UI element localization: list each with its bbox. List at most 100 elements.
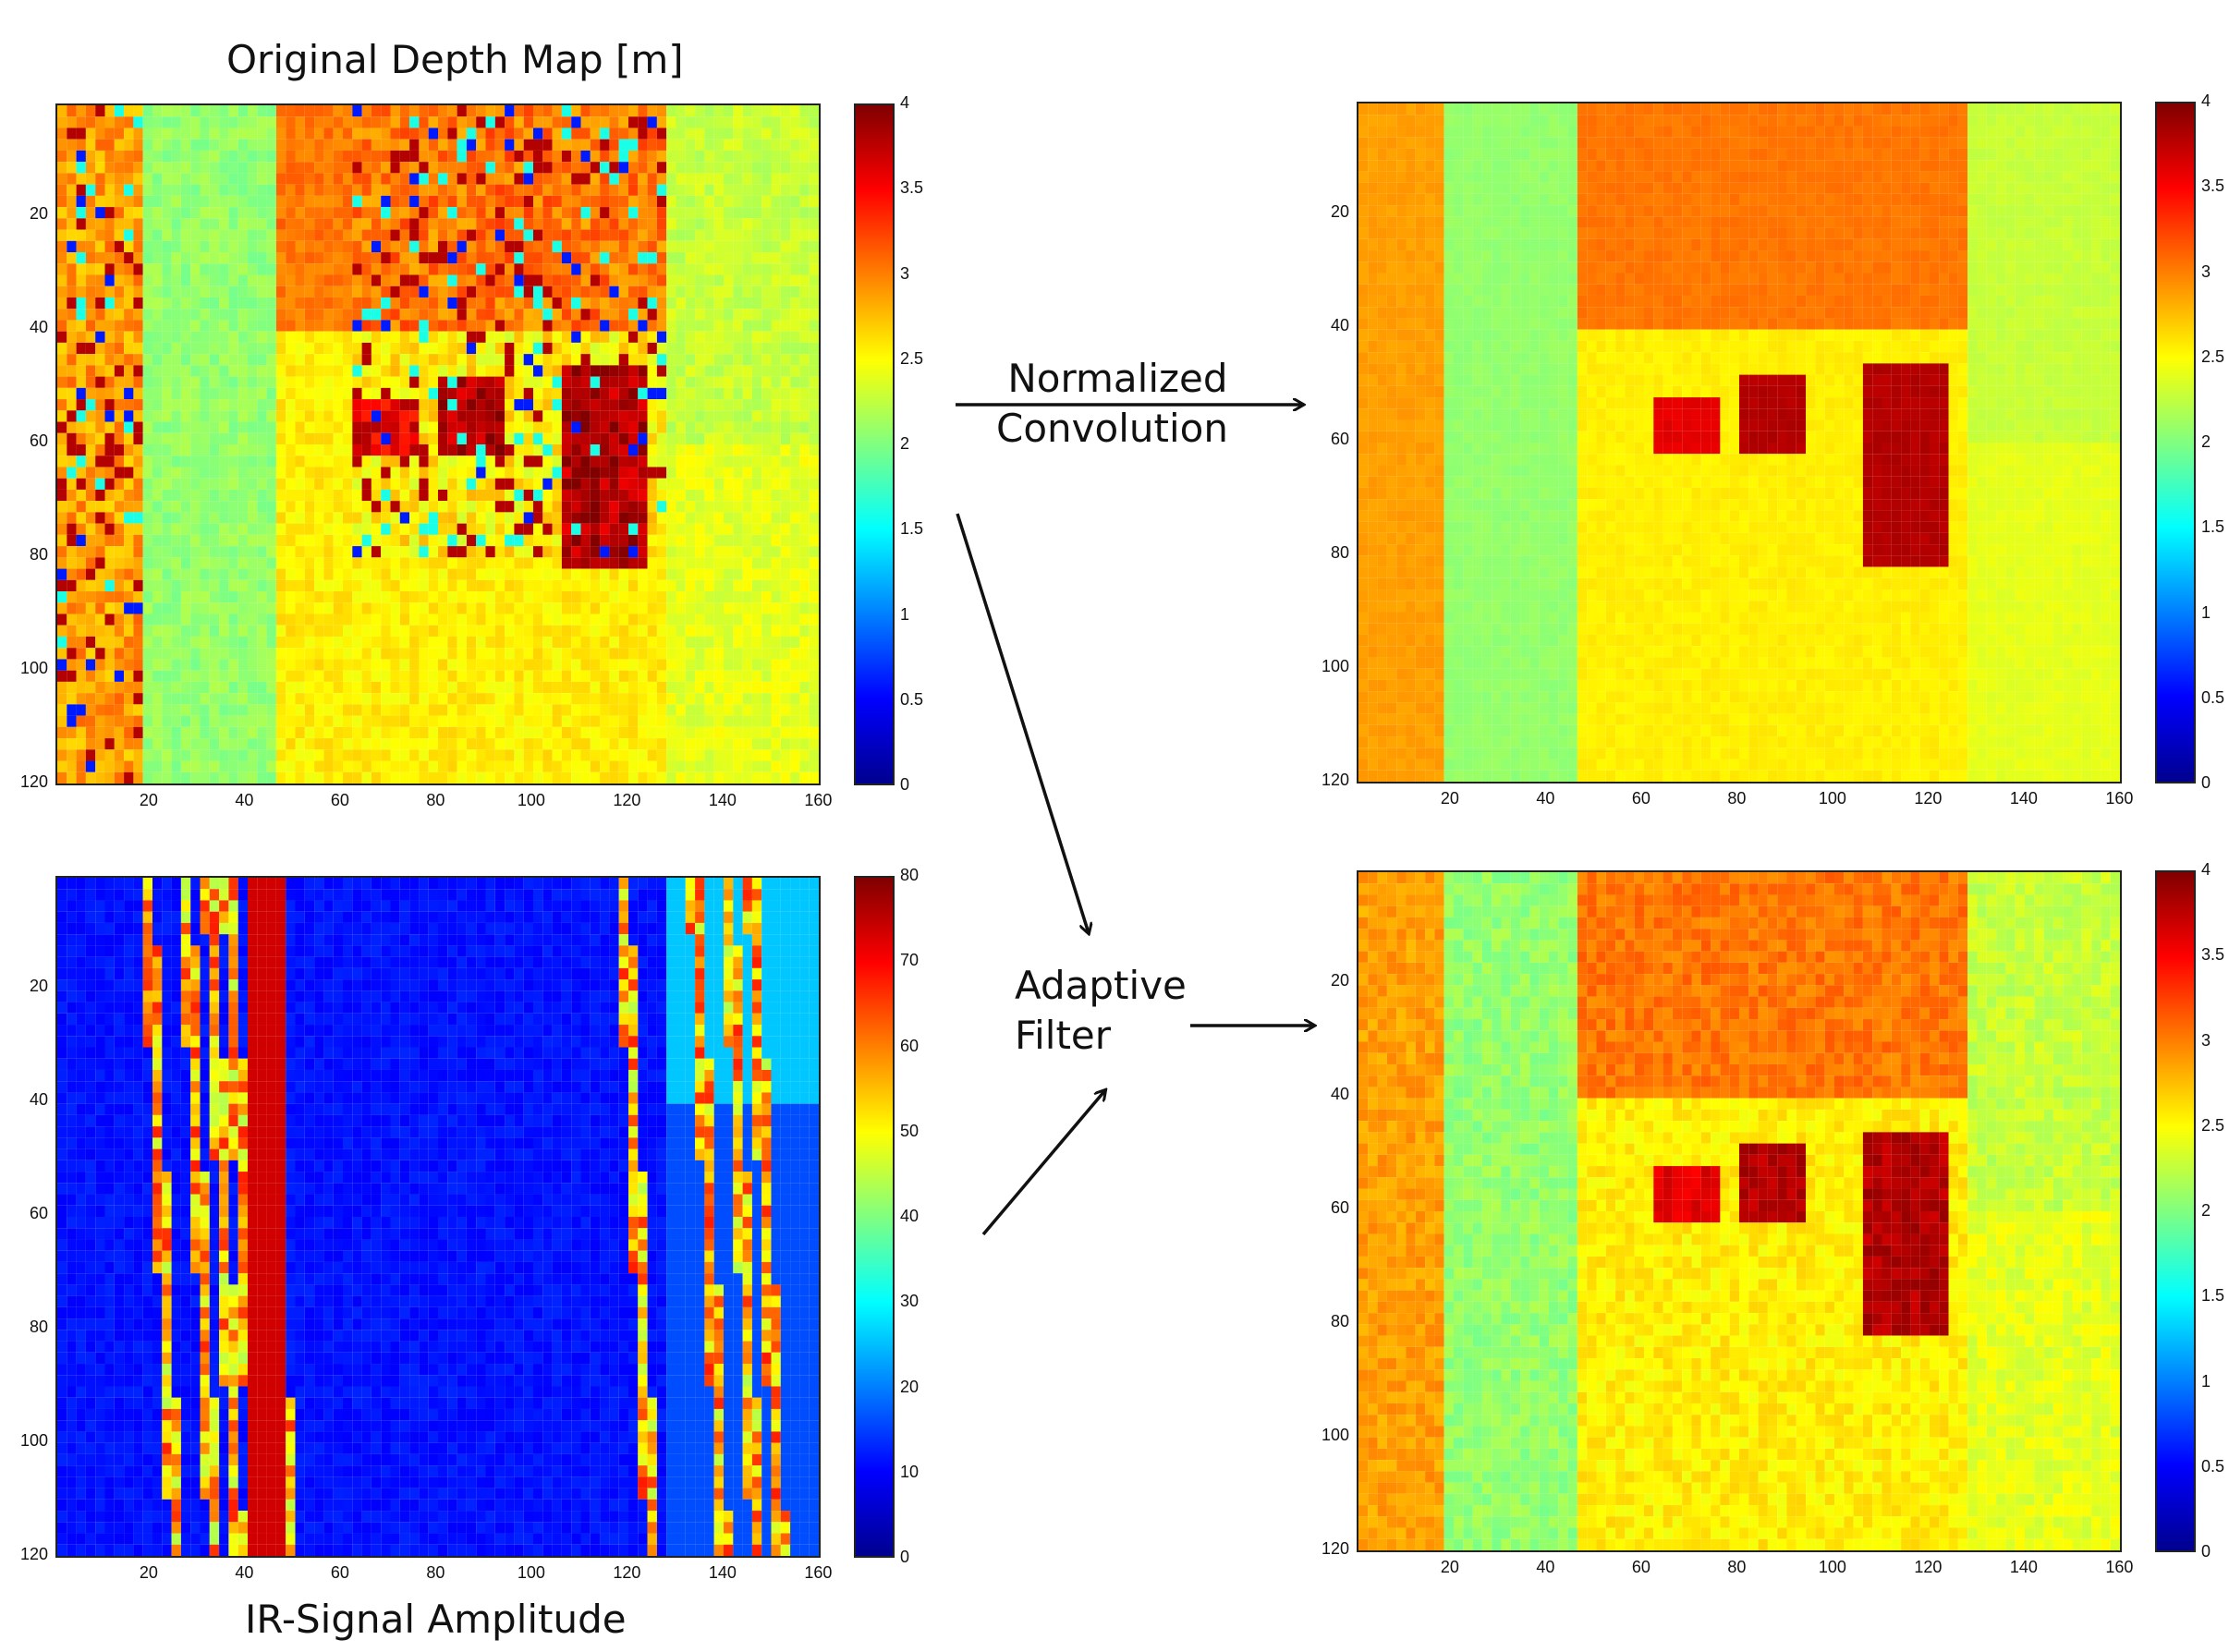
ir-amplitude-heatmap	[57, 878, 819, 1556]
depth-colorbar-bottom-right	[2155, 870, 2196, 1552]
depth-colorbar-top-right	[2155, 102, 2196, 783]
y-tick-label: 20	[1330, 970, 1349, 990]
colorbar-tick-label: 70	[900, 951, 920, 970]
normalized-label-line1: Normalized	[1007, 356, 1228, 401]
y-tick-label: 120	[19, 1544, 48, 1563]
y-tick-label: 80	[1330, 542, 1349, 562]
colorbar-tick-label: 0.5	[2201, 687, 2225, 707]
colorbar-tick-label: 2	[2201, 432, 2211, 451]
amplitude-colorbar	[854, 876, 895, 1558]
x-tick-label: 60	[330, 791, 349, 809]
y-tick-label: 120	[1321, 1538, 1349, 1558]
colorbar-tick-label: 50	[900, 1121, 920, 1140]
x-tick-label: 60	[1631, 789, 1650, 808]
x-tick-label: 100	[517, 791, 545, 809]
x-tick-label: 160	[804, 791, 833, 809]
x-tick-label: 120	[613, 791, 641, 809]
original-depth-title: Original Depth Map [m]	[226, 37, 684, 82]
y-tick-label: 80	[1330, 1311, 1349, 1330]
x-tick-label: 40	[235, 1563, 254, 1582]
x-tick-label: 60	[1631, 1558, 1650, 1576]
colorbar-tick-label: 2	[2201, 1201, 2211, 1220]
x-tick-label: 140	[708, 791, 737, 809]
colorbar-tick-label: 3	[2201, 261, 2211, 281]
depth-colorbar-top-left	[854, 103, 895, 785]
original-depth-heatmap	[57, 105, 819, 783]
x-tick-label: 100	[1818, 789, 1846, 808]
y-tick-label: 40	[29, 317, 48, 336]
colorbar-tick-label: 3.5	[2201, 176, 2225, 196]
y-tick-label: 20	[29, 203, 48, 223]
colorbar-tick-label: 2	[900, 434, 910, 453]
x-tick-label: 140	[2009, 789, 2038, 808]
colorbar-tick-label: 1.5	[2201, 1286, 2225, 1306]
x-tick-label: 120	[1914, 789, 1943, 808]
x-tick-label: 20	[1440, 1558, 1459, 1576]
x-tick-label: 40	[1536, 789, 1555, 808]
colorbar-tick-label: 30	[900, 1292, 920, 1311]
x-tick-label: 120	[613, 1563, 641, 1582]
x-tick-label: 20	[139, 1563, 158, 1582]
arrow-depth-to-adaptive-filter	[956, 513, 1089, 933]
colorbar-tick-label: 2.5	[900, 348, 924, 368]
colorbar-tick-label: 0.5	[2201, 1456, 2225, 1476]
y-tick-label: 120	[1321, 770, 1349, 789]
ir-amplitude-plot	[55, 876, 821, 1558]
normalized-label-line2: Convolution	[996, 406, 1228, 451]
normalized-convolution-plot	[1357, 102, 2122, 783]
y-tick-label: 20	[29, 976, 48, 995]
y-tick-label: 100	[19, 1430, 48, 1450]
original-depth-map-plot	[55, 103, 821, 785]
colorbar-tick-label: 3.5	[2201, 945, 2225, 965]
y-tick-label: 60	[1330, 1197, 1349, 1217]
colorbar-tick-label: 1	[2201, 602, 2211, 622]
y-tick-label: 60	[29, 1203, 48, 1222]
x-tick-label: 60	[330, 1563, 349, 1582]
x-tick-label: 20	[1440, 789, 1459, 808]
x-tick-label: 160	[2105, 789, 2134, 808]
colorbar-tick-label: 0	[2201, 773, 2211, 792]
colorbar-tick-label: 4	[900, 93, 910, 112]
colorbar-tick-label: 1	[2201, 1371, 2211, 1391]
colorbar-tick-label: 4	[2201, 860, 2211, 879]
y-tick-label: 20	[1330, 201, 1349, 221]
y-tick-label: 60	[29, 431, 48, 450]
colorbar-tick-label: 0	[900, 1548, 910, 1566]
normalized-convolution-label: Normalized Convolution	[996, 354, 1228, 454]
ir-amplitude-title: IR-Signal Amplitude	[245, 1597, 627, 1642]
adaptive-filter-heatmap	[1358, 872, 2120, 1550]
adaptive-label-line1: Adaptive	[1015, 963, 1187, 1008]
adaptive-label-line2: Filter	[1015, 1013, 1112, 1058]
x-tick-label: 20	[139, 791, 158, 809]
adaptive-filter-label: Adaptive Filter	[1015, 961, 1187, 1061]
colorbar-tick-label: 2.5	[2201, 1115, 2225, 1135]
colorbar-tick-label: 0	[2201, 1542, 2211, 1561]
x-tick-label: 80	[1727, 789, 1747, 808]
x-tick-label: 80	[1727, 1558, 1747, 1576]
colorbar-tick-label: 1.5	[2201, 517, 2225, 537]
colorbar-tick-label: 3	[900, 263, 910, 283]
x-tick-label: 120	[1914, 1558, 1943, 1576]
y-tick-label: 40	[29, 1089, 48, 1109]
colorbar-tick-label: 4	[2201, 91, 2211, 110]
x-tick-label: 160	[2105, 1558, 2134, 1576]
normalized-convolution-heatmap	[1358, 103, 2120, 782]
x-tick-label: 100	[517, 1563, 545, 1582]
y-tick-label: 60	[1330, 429, 1349, 448]
arrow-amplitude-to-adaptive-filter	[981, 1090, 1105, 1236]
y-tick-label: 120	[19, 771, 48, 791]
colorbar-tick-label: 20	[900, 1377, 920, 1396]
colorbar-tick-label: 1.5	[900, 519, 924, 539]
x-tick-label: 80	[426, 791, 445, 809]
x-tick-label: 40	[1536, 1558, 1555, 1576]
y-tick-label: 100	[1321, 1425, 1349, 1444]
x-tick-label: 40	[235, 791, 254, 809]
colorbar-tick-label: 3	[2201, 1030, 2211, 1050]
x-tick-label: 140	[708, 1563, 737, 1582]
colorbar-tick-label: 1	[900, 604, 910, 624]
y-tick-label: 100	[19, 658, 48, 677]
colorbar-tick-label: 3.5	[900, 178, 924, 198]
y-tick-label: 40	[1330, 1084, 1349, 1103]
y-tick-label: 80	[29, 1317, 48, 1336]
